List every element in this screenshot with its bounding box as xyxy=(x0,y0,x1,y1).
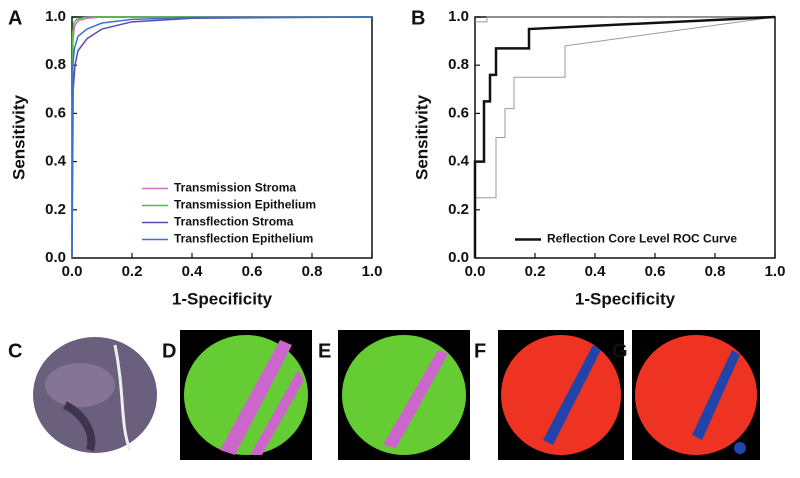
plot-frame xyxy=(474,16,776,259)
panel-label: F xyxy=(474,340,486,362)
x-tick-label: 0.6 xyxy=(242,263,263,280)
panel-label: E xyxy=(318,340,331,362)
y-tick-label: 0.4 xyxy=(45,153,67,170)
legend-label: Reflection Core Level ROC Curve xyxy=(547,232,737,246)
tissue-image xyxy=(33,337,157,453)
x-tick-label: 0.8 xyxy=(705,263,726,280)
class-image-e xyxy=(338,330,470,460)
legend-label: Transmission Epithelium xyxy=(174,198,316,212)
roc-curve xyxy=(71,16,373,259)
y-tick-label: 1.0 xyxy=(448,8,469,25)
y-axis-label: Sensitivity xyxy=(9,94,28,180)
x-tick-label: 1.0 xyxy=(362,263,383,280)
x-tick-label: 0.2 xyxy=(122,263,143,280)
roc-curve xyxy=(71,16,372,259)
class-image-f xyxy=(498,330,624,460)
legend-label: Transflection Stroma xyxy=(174,215,294,229)
y-tick-label: 0.0 xyxy=(448,249,469,266)
panel-label: B xyxy=(411,7,425,29)
x-tick-label: 1.0 xyxy=(765,263,786,280)
x-axis-label: 1-Specificity xyxy=(172,289,273,308)
panel-label: C xyxy=(8,340,22,362)
x-tick-label: 0.0 xyxy=(465,263,486,280)
x-tick-label: 0.8 xyxy=(302,263,323,280)
roc-curve xyxy=(473,15,776,258)
x-tick-label: 0.2 xyxy=(525,263,546,280)
roc-curve xyxy=(474,16,776,258)
x-tick-label: 0.4 xyxy=(182,263,204,280)
y-tick-label: 1.0 xyxy=(45,8,66,25)
y-tick-label: 0.4 xyxy=(448,153,470,170)
roc-curve xyxy=(475,16,775,23)
legend-label: Transflection Epithelium xyxy=(174,232,313,246)
roc-curve xyxy=(71,16,373,259)
x-tick-label: 0.6 xyxy=(645,263,666,280)
x-axis-label: 1-Specificity xyxy=(575,289,676,308)
y-tick-label: 0.0 xyxy=(45,249,66,266)
x-tick-label: 0.0 xyxy=(62,263,83,280)
class-image-g xyxy=(632,330,760,460)
legend-label: Transmission Stroma xyxy=(174,181,296,195)
y-tick-label: 0.8 xyxy=(448,56,469,73)
panel-label: A xyxy=(8,7,22,29)
panel-label: D xyxy=(162,340,176,362)
y-tick-label: 0.2 xyxy=(45,201,66,218)
y-tick-label: 0.6 xyxy=(448,104,469,121)
y-tick-label: 0.8 xyxy=(45,56,66,73)
class-image-d xyxy=(180,330,312,460)
y-axis-label: Sensitivity xyxy=(412,94,431,180)
panel-label: G xyxy=(612,340,628,362)
x-tick-label: 0.4 xyxy=(585,263,607,280)
y-tick-label: 0.6 xyxy=(45,104,66,121)
y-tick-label: 0.2 xyxy=(448,201,469,218)
